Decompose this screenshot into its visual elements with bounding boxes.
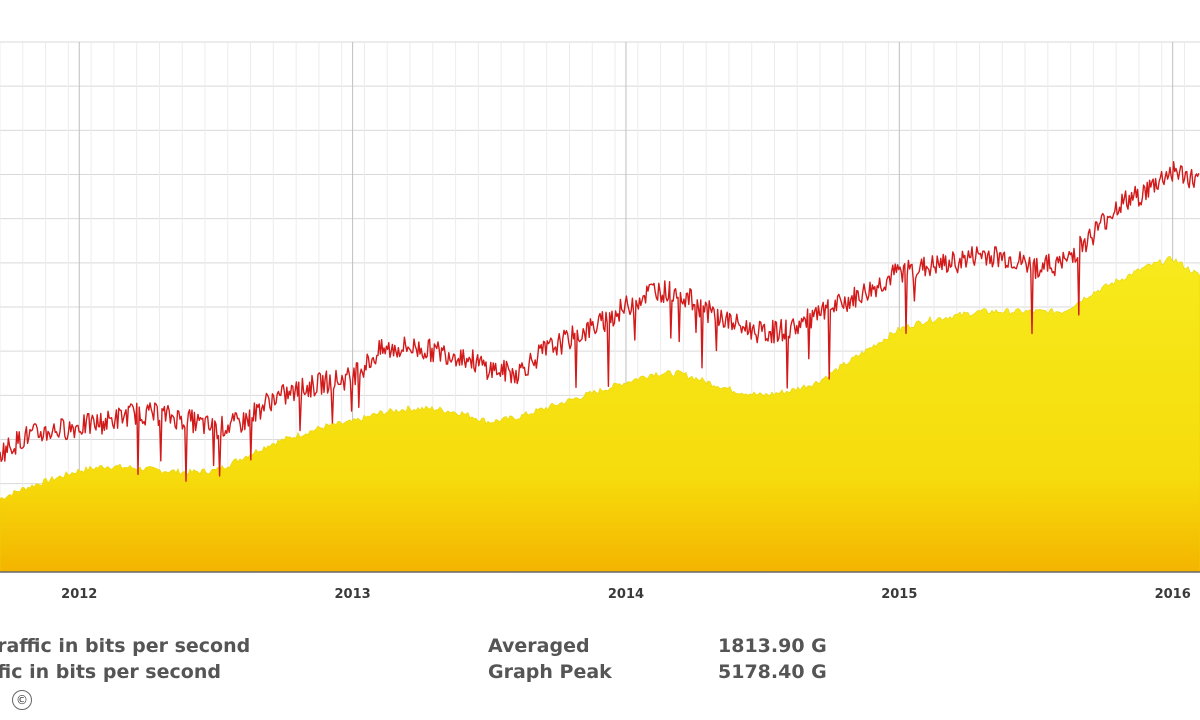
line-series-path: [0, 161, 1200, 482]
x-tick-label: 2012: [61, 587, 97, 602]
averaged-value: 1813.90 G: [718, 635, 827, 657]
traffic-chart: 2012 2013 2014 2015 2016: [0, 41, 1200, 602]
legend: traffic in bits per second ffic in bits …: [0, 633, 250, 685]
x-tick-label: 2015: [881, 587, 917, 602]
legend-item-avg: traffic in bits per second: [0, 635, 251, 657]
graph-peak-value: 5178.40 G: [718, 661, 827, 683]
line-series: [0, 161, 1200, 482]
legend-item-peak: ffic in bits per second: [0, 661, 221, 683]
x-tick-label: 2013: [335, 587, 371, 602]
stats-labels: Averaged Graph Peak: [488, 633, 612, 685]
x-tick-labels: 2012 2013 2014 2015 2016: [61, 587, 1191, 602]
copyright-icon: ©: [12, 690, 32, 710]
area-series-fill: [0, 255, 1200, 573]
graph-peak-label: Graph Peak: [488, 661, 612, 683]
averaged-label: Averaged: [488, 635, 590, 657]
stats-values: 1813.90 G 5178.40 G: [718, 633, 827, 685]
x-tick-label: 2016: [1155, 587, 1191, 602]
x-tick-label: 2014: [608, 587, 644, 602]
area-series: [0, 255, 1200, 573]
